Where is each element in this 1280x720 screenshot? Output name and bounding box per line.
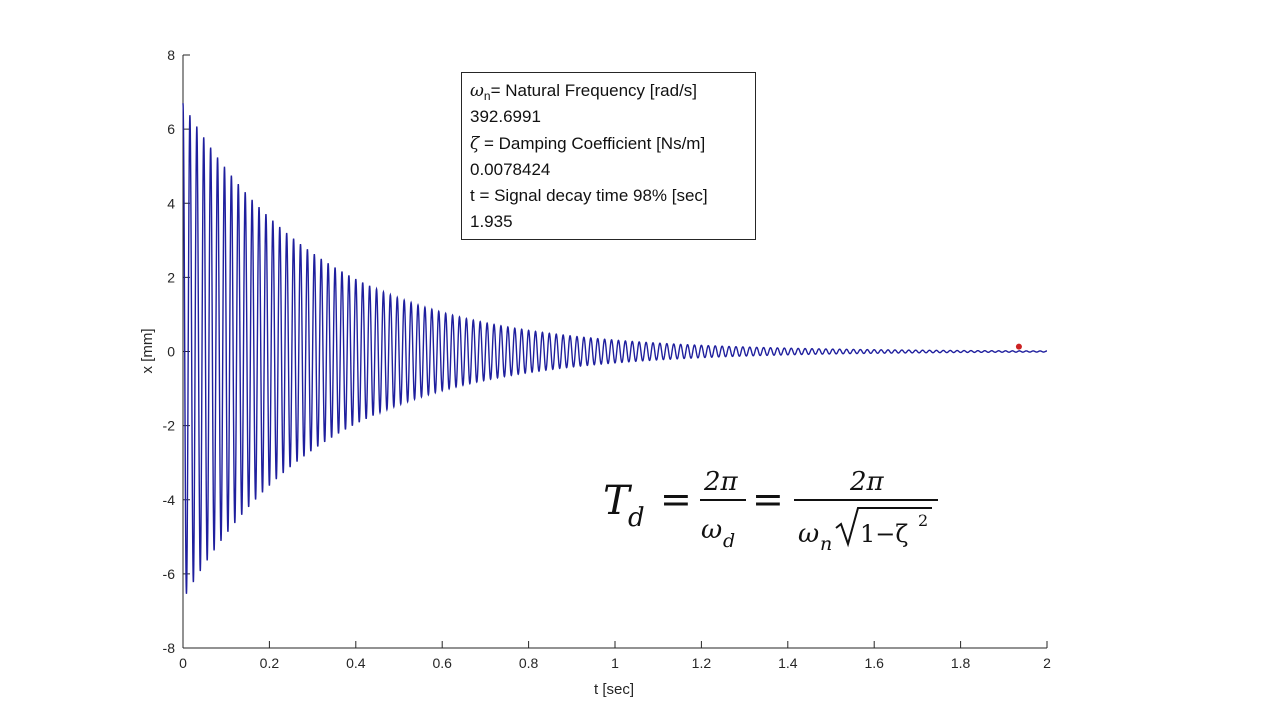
x-tick-label: 0.4	[346, 655, 366, 671]
decay-time-label: t = Signal decay time 98% [sec]	[470, 186, 708, 206]
y-tick-label: 6	[167, 121, 175, 137]
y-tick-label: 0	[167, 344, 175, 360]
sqrt-sign	[835, 507, 932, 548]
frac2-numerator: 2π	[849, 467, 885, 497]
y-tick-label: -4	[163, 492, 176, 508]
x-tick-label: 1.4	[778, 655, 798, 671]
frac2-denominator-sub: n	[820, 533, 832, 555]
y-tick-label: 4	[167, 195, 175, 211]
frac1-denominator-sub: d	[723, 530, 735, 552]
formula-lhs-sub: d	[628, 503, 645, 533]
decay-time-value: 1.935	[470, 212, 513, 232]
y-tick-label: 8	[167, 47, 175, 63]
x-tick-label: 1	[611, 655, 619, 671]
frac2-denominator-symbol: ω	[798, 519, 819, 549]
x-axis-label: t [sec]	[594, 681, 634, 698]
y-tick-label: -6	[163, 566, 176, 582]
natural-frequency-label: ωn= Natural Frequency [rad/s]	[470, 78, 755, 104]
series-line	[182, 103, 1047, 594]
info-box: ωn= Natural Frequency [rad/s] 392.6991 ζ…	[461, 72, 756, 240]
decay-point-marker	[1015, 343, 1022, 350]
frac1-denominator: ω	[701, 515, 722, 545]
period-formula: T d = 2π ω d = 2π ω n 1−ζ 2	[603, 467, 938, 555]
damping-coefficient-value: 0.0078424	[470, 159, 551, 179]
omega-symbol: ω	[470, 81, 484, 101]
y-tick-label: -2	[163, 418, 176, 434]
frac1-numerator: 2π	[703, 467, 739, 497]
natural-frequency-value: 392.6991	[470, 107, 541, 127]
x-tick-label: 2	[1043, 655, 1051, 671]
x-tick-label: 0.8	[519, 655, 539, 671]
formula-equals-1: =	[660, 477, 692, 521]
natural-frequency-text: = Natural Frequency [rad/s]	[490, 81, 698, 100]
series-layer	[182, 103, 1047, 594]
x-ticks: 0 0.2 0.4 0.6 0.8 1 1.2 1.4 1.6 1.8 2	[179, 641, 1051, 671]
y-tick-label: -8	[163, 640, 176, 656]
damping-coefficient-label: ζ = Damping Coefficient [Ns/m]	[470, 131, 755, 157]
x-tick-label: 0.2	[260, 655, 280, 671]
omega-subscript: n	[483, 89, 491, 103]
sqrt-radicand: 1−ζ	[860, 520, 908, 548]
damping-coefficient-text: = Damping Coefficient [Ns/m]	[479, 133, 706, 153]
x-tick-label: 0	[179, 655, 187, 671]
y-axis-label: x [mm]	[139, 329, 156, 374]
x-tick-label: 1.6	[864, 655, 884, 671]
y-tick-label: 2	[167, 269, 175, 285]
formula-equals-2: =	[752, 477, 784, 521]
x-tick-label: 0.6	[432, 655, 452, 671]
sqrt-exponent: 2	[918, 511, 928, 530]
formula-lhs: T	[603, 478, 633, 524]
zeta-symbol: ζ	[470, 133, 480, 154]
x-tick-label: 1.8	[951, 655, 971, 671]
x-tick-label: 1.2	[692, 655, 712, 671]
